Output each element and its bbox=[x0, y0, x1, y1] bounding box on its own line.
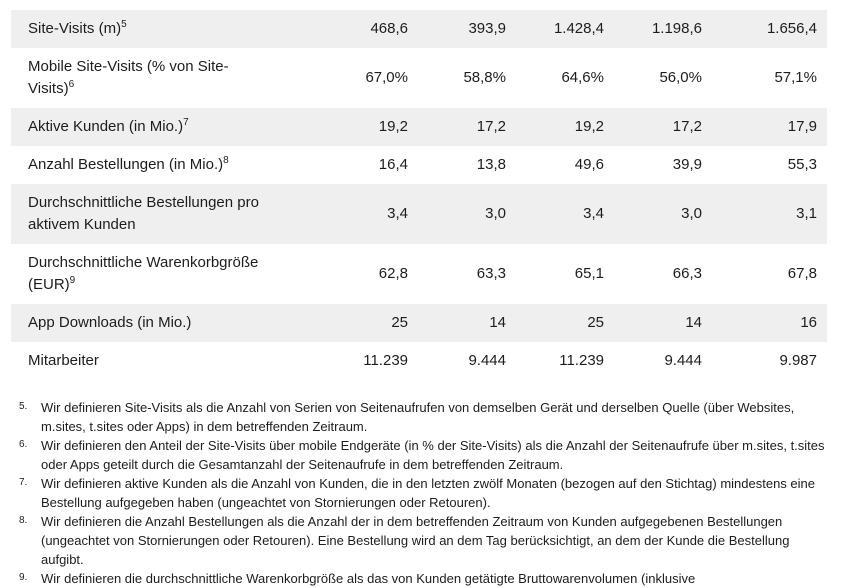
footnotes-section: 5. Wir definieren Site-Visits als die Anz… bbox=[19, 398, 825, 588]
row-label-line: Site-Visits (m) bbox=[28, 20, 122, 37]
row-value: 65,1 bbox=[574, 265, 604, 282]
row-label: Mitarbeiter bbox=[11, 342, 308, 380]
row-value: 49,6 bbox=[574, 156, 604, 173]
row-value: 14 bbox=[685, 314, 702, 331]
row-value: 14 bbox=[489, 314, 506, 331]
row-label: Durchschnittliche Warenkorbgröße (EUR)9 bbox=[11, 244, 308, 304]
footnote-marker: 7. bbox=[19, 477, 28, 488]
row-value: 67,8 bbox=[787, 265, 817, 282]
footnote: 5. Wir definieren Site-Visits als die Anz… bbox=[19, 398, 825, 436]
row-value: 13,8 bbox=[476, 156, 506, 173]
row-value: 1.656,4 bbox=[766, 20, 817, 37]
row-label-line: aktivem Kunden bbox=[28, 216, 136, 233]
footnote-text: Wir definieren aktive Kunden als die Anz… bbox=[41, 476, 815, 510]
table-row: Anzahl Bestellungen (in Mio.)8 16,4 13,8 49… bbox=[11, 146, 827, 184]
row-value: 17,2 bbox=[672, 118, 702, 135]
row-value: 56,0% bbox=[659, 69, 702, 86]
row-value: 1.198,6 bbox=[651, 20, 702, 37]
row-value: 16,4 bbox=[378, 156, 408, 173]
row-value: 3,0 bbox=[485, 205, 506, 222]
row-label: Durchschnittliche Bestellungen pro aktive… bbox=[11, 184, 308, 244]
row-value: 9.444 bbox=[468, 352, 506, 369]
row-value: 19,2 bbox=[378, 118, 408, 135]
table-row: Aktive Kunden (in Mio.)7 19,2 17,2 19,2 17,2… bbox=[11, 108, 827, 146]
row-label-line: (EUR) bbox=[28, 276, 70, 293]
row-label-line: Visits) bbox=[28, 80, 69, 97]
footnote-ref: 8 bbox=[223, 155, 229, 166]
footnote: 7. Wir definieren aktive Kunden als die A… bbox=[19, 474, 825, 512]
table-row: Mitarbeiter 11.239 9.444 11.239 9.444 9.987 bbox=[11, 342, 827, 380]
row-value: 39,9 bbox=[672, 156, 702, 173]
footnote-text: Wir definieren die Anzahl Bestellungen a… bbox=[41, 514, 790, 567]
row-value: 17,2 bbox=[476, 118, 506, 135]
row-value: 63,3 bbox=[476, 265, 506, 282]
row-label: Anzahl Bestellungen (in Mio.)8 bbox=[11, 146, 308, 184]
row-label-line: Anzahl Bestellungen (in Mio.) bbox=[28, 156, 224, 173]
row-value: 19,2 bbox=[574, 118, 604, 135]
footnote-marker: 9. bbox=[19, 572, 28, 583]
row-value: 3,1 bbox=[796, 205, 817, 222]
table-row: Site-Visits (m)5 468,6 393,9 1.428,4 1.198,6… bbox=[11, 10, 827, 48]
row-value: 3,0 bbox=[681, 205, 702, 222]
row-label: Site-Visits (m)5 bbox=[11, 10, 308, 48]
row-value: 11.239 bbox=[559, 352, 604, 369]
row-value: 67,0% bbox=[365, 69, 408, 86]
footnote: 6. Wir definieren den Anteil der Site-Vis… bbox=[19, 436, 825, 474]
row-value: 3,4 bbox=[387, 205, 408, 222]
row-label-line: Mitarbeiter bbox=[28, 352, 99, 369]
row-value: 57,1% bbox=[774, 69, 817, 86]
row-label-line: Durchschnittliche Bestellungen pro bbox=[28, 194, 259, 211]
table-row: Durchschnittliche Bestellungen pro aktive… bbox=[11, 184, 827, 244]
row-label: Mobile Site-Visits (% von Site- Visits)6 bbox=[11, 48, 308, 108]
row-value: 11.239 bbox=[363, 352, 408, 369]
row-value: 3,4 bbox=[583, 205, 604, 222]
footnote-ref: 7 bbox=[183, 117, 189, 128]
footnote-ref: 6 bbox=[68, 79, 75, 90]
footnote-ref: 5 bbox=[121, 19, 127, 30]
footnote-text: Wir definieren den Anteil der Site-Visit… bbox=[41, 438, 825, 472]
row-value: 9.987 bbox=[779, 352, 817, 369]
table-row: App Downloads (in Mio.) 25 14 25 14 16 bbox=[11, 304, 827, 342]
footnote-text: Wir definieren Site-Visits als die Anzah… bbox=[41, 400, 795, 434]
row-label-line: Durchschnittliche Warenkorbgröße bbox=[28, 254, 259, 271]
row-label: App Downloads (in Mio.) bbox=[11, 304, 308, 342]
row-label-line: Mobile Site-Visits (% von Site- bbox=[28, 58, 229, 75]
footnote-ref: 9 bbox=[69, 275, 76, 286]
row-value: 468,6 bbox=[370, 20, 408, 37]
kpi-table: Site-Visits (m)5 468,6 393,9 1.428,4 1.198,6… bbox=[11, 10, 827, 380]
row-value: 9.444 bbox=[664, 352, 702, 369]
footnote-marker: 8. bbox=[19, 515, 28, 526]
row-value: 1.428,4 bbox=[553, 20, 604, 37]
row-value: 16 bbox=[800, 314, 817, 331]
row-value: 64,6% bbox=[561, 69, 604, 86]
row-label: Aktive Kunden (in Mio.)7 bbox=[11, 108, 308, 146]
row-value: 25 bbox=[587, 314, 604, 331]
row-value: 66,3 bbox=[672, 265, 702, 282]
footnote-marker: 6. bbox=[19, 439, 28, 450]
row-value: 55,3 bbox=[787, 156, 817, 173]
row-label-line: Aktive Kunden (in Mio.) bbox=[28, 118, 184, 135]
footnote: 9. Wir definieren die durchschnittliche W… bbox=[19, 569, 825, 588]
row-value: 62,8 bbox=[378, 265, 408, 282]
footnote-marker: 5. bbox=[19, 401, 28, 412]
table-row: Mobile Site-Visits (% von Site- Visits)6 6… bbox=[11, 48, 827, 108]
row-value: 393,9 bbox=[468, 20, 506, 37]
row-label-line: App Downloads (in Mio.) bbox=[28, 314, 192, 331]
table-row: Durchschnittliche Warenkorbgröße (EUR)9 62… bbox=[11, 244, 827, 304]
footnote-text: Wir definieren die durchschnittliche War… bbox=[41, 571, 696, 586]
row-value: 17,9 bbox=[787, 118, 817, 135]
footnote: 8. Wir definieren die Anzahl Bestellungen… bbox=[19, 512, 825, 569]
row-value: 58,8% bbox=[463, 69, 506, 86]
row-value: 25 bbox=[391, 314, 408, 331]
